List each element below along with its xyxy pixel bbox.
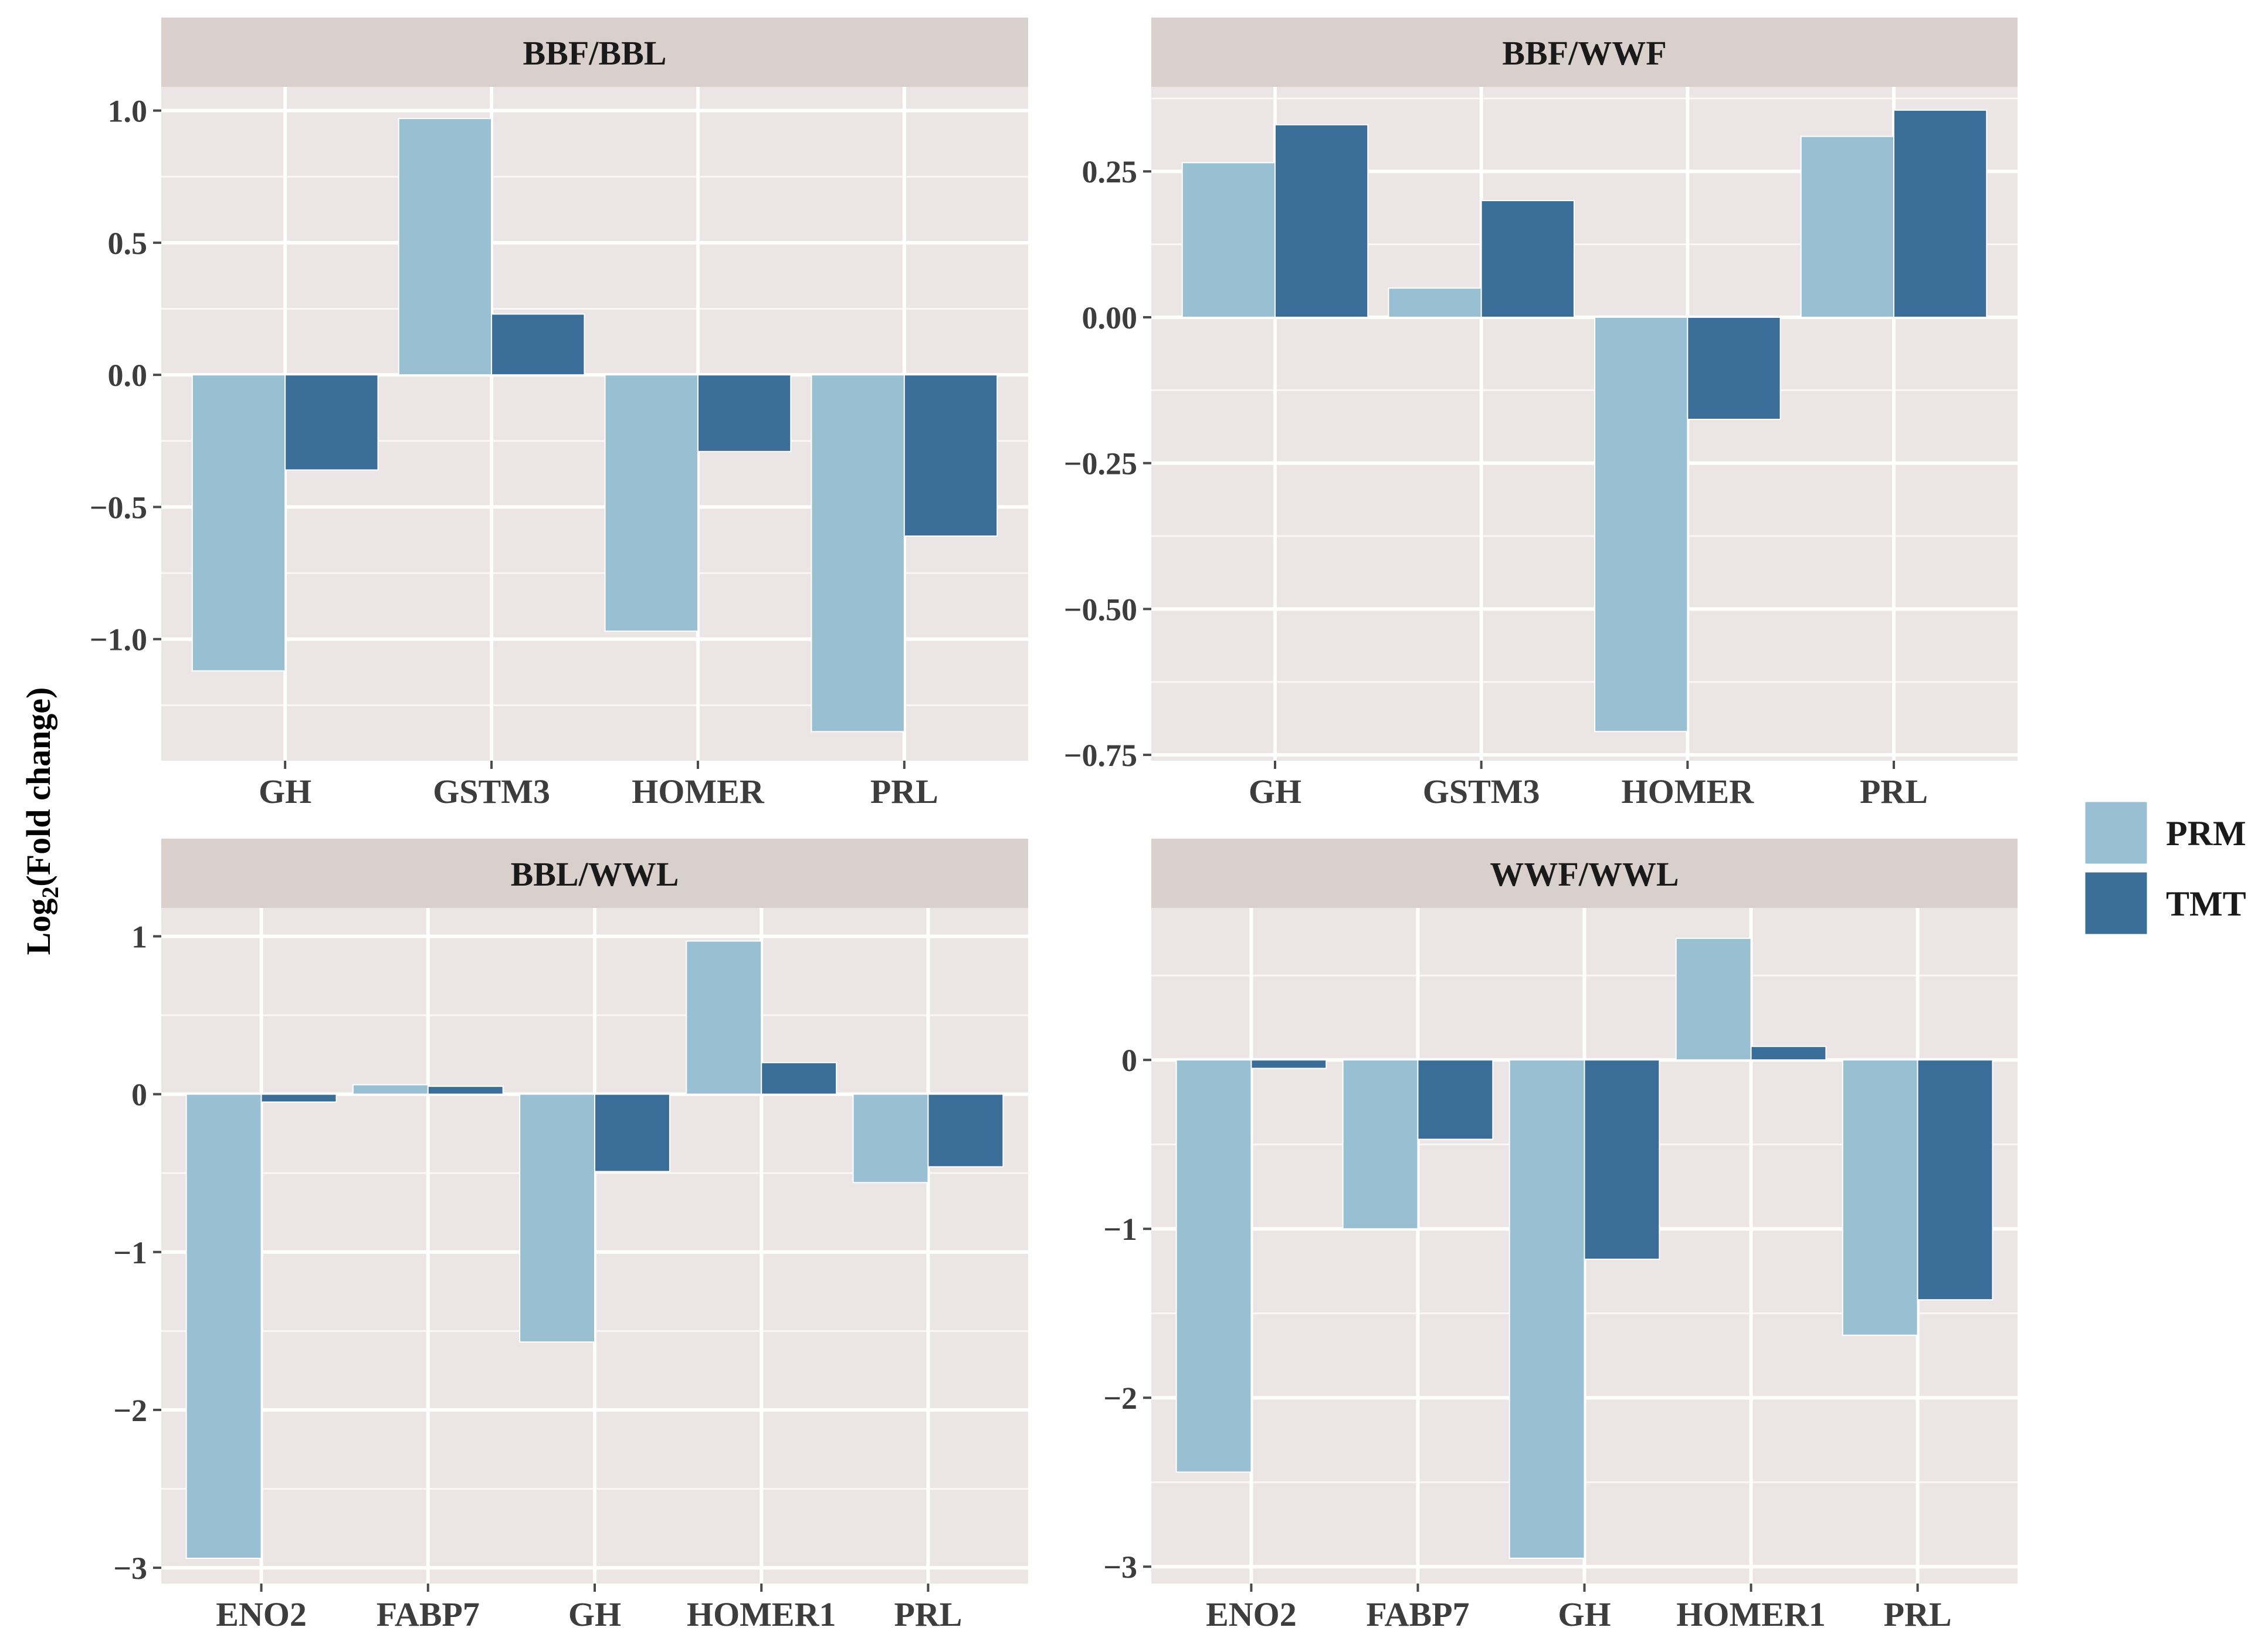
bar-prm-gh [1508,1059,1585,1559]
bar-tmt-fabp7 [427,1086,504,1095]
x-tick-label: HOMER1 [687,1595,836,1633]
bar-prm-gh [519,1093,595,1343]
legend-swatch-tmt [2082,869,2150,937]
bar-tmt-gstm3 [491,313,585,376]
panel-title: WWF/WWL [1490,855,1679,893]
x-tick-label: FABP7 [1366,1595,1469,1633]
x-tick-label: PRL [1860,772,1928,811]
bar-prm-homer1 [1675,937,1752,1061]
bar-tmt-gh [284,374,379,471]
y-axis-label: Log2(Fold change) [19,687,63,955]
y-tick-label: −2 [113,1393,147,1428]
panel-wwf-wwl: WWF/WWL 0 −1 −2 −3 ENO2 FABP7 GH HOMER1 PRL [1103,839,2018,1633]
bar-tmt-homer [1687,316,1781,421]
bar-prm-gh [191,374,286,672]
bar-tmt-eno2 [1250,1059,1327,1069]
y-tick-label: −0.5 [90,490,147,525]
y-tick-label: −1 [113,1235,147,1270]
x-tick-label: GSTM3 [1423,772,1540,811]
bar-prm-prl [852,1093,929,1184]
bar-prm-fabp7 [352,1084,429,1095]
legend: PRM TMT [2082,799,2246,937]
x-tick-label: HOMER1 [1676,1595,1826,1633]
bar-prm-gh [1181,162,1276,318]
x-tick-label: GH [568,1595,621,1633]
x-tick-label: HOMER [1622,772,1755,811]
panel-title: BBL/WWL [511,855,679,893]
bar-tmt-prl [927,1093,1004,1168]
bar-tmt-gh [1274,124,1369,318]
x-tick-label: GH [1558,1595,1611,1633]
bar-prm-gstm3 [1388,287,1482,318]
bar-tmt-gh [1584,1059,1660,1260]
x-tick-label: GH [259,772,311,811]
x-tick-label: GH [1249,772,1301,811]
bar-prm-homer1 [686,940,762,1095]
y-tick-label: 0.5 [108,226,148,261]
y-axis-label-subscript: 2 [37,887,63,899]
y-tick-label: −2 [1103,1381,1137,1416]
bar-tmt-prl [903,374,998,537]
legend-swatch-prm [2082,799,2150,867]
bar-tmt-homer1 [761,1062,838,1095]
bar-prm-eno2 [1175,1059,1252,1473]
y-tick-label: −3 [113,1551,147,1586]
panel-bbf-wwf: BBF/WWF 0.25 0.00 −0.25 −0.50 −0.75 GH GSTM3 HOM… [1064,18,2018,811]
panel-strip [1151,18,2018,87]
bar-prm-prl [811,374,905,733]
y-tick-label: 0.0 [108,358,148,393]
y-tick-label: −0.75 [1064,738,1137,773]
bar-prm-homer [604,374,699,632]
bar-prm-gstm3 [398,118,493,376]
bar-tmt-gh [594,1093,670,1172]
y-axis-label-prefix: Log [19,899,57,955]
legend-label-prm: PRM [2166,814,2246,853]
legend-label-tmt: TMT [2166,884,2246,923]
panel-bbl-wwl: BBL/WWL 1 0 −1 −2 −3 ENO2 FABP7 GH HOMER1 PRL [113,839,1028,1633]
bar-tmt-prl [1917,1059,1994,1301]
bar-tmt-homer [697,374,792,452]
x-tick-label: PRL [1884,1595,1952,1633]
bar-tmt-gstm3 [1480,199,1575,318]
y-tick-label: 0 [1121,1043,1137,1078]
x-tick-label: GSTM3 [433,772,550,811]
y-tick-label: −1.0 [90,622,147,657]
bar-prm-prl [1842,1059,1918,1336]
y-tick-label: −0.25 [1064,446,1137,482]
x-tick-label: HOMER [632,772,765,811]
y-tick-label: 1 [131,919,147,954]
panel-strip [161,839,1028,908]
bar-tmt-fabp7 [1417,1059,1494,1140]
bar-tmt-prl [1893,109,1988,318]
bar-prm-homer [1594,316,1689,733]
y-tick-label: −3 [1103,1550,1137,1585]
x-tick-label: PRL [870,772,938,811]
panel-title: BBF/BBL [523,34,667,72]
y-tick-label: −1 [1103,1212,1137,1247]
x-tick-label: ENO2 [1206,1595,1297,1633]
bar-tmt-homer1 [1750,1046,1827,1061]
x-tick-label: PRL [894,1595,962,1633]
y-tick-label: −0.50 [1064,592,1137,627]
bar-prm-eno2 [185,1093,262,1559]
panel-strip [1151,839,2018,908]
y-tick-label: 0.25 [1082,154,1138,189]
panel-title: BBF/WWF [1502,34,1666,72]
panel-strip [161,18,1028,87]
bar-prm-fabp7 [1342,1059,1419,1230]
y-tick-label: 0 [131,1077,147,1113]
x-tick-label: ENO2 [216,1595,307,1633]
y-tick-label: 1.0 [108,94,148,129]
bar-prm-prl [1800,135,1894,318]
panel-bbf-bbl: BBF/BBL 1.0 0.5 0.0 −0.5 −1.0 GH GSTM3 HOMER PRL [90,18,1028,811]
bar-tmt-eno2 [260,1093,337,1103]
y-axis-label-suffix: (Fold change) [19,687,57,887]
x-tick-label: FABP7 [377,1595,480,1633]
y-tick-label: 0.00 [1082,300,1138,335]
